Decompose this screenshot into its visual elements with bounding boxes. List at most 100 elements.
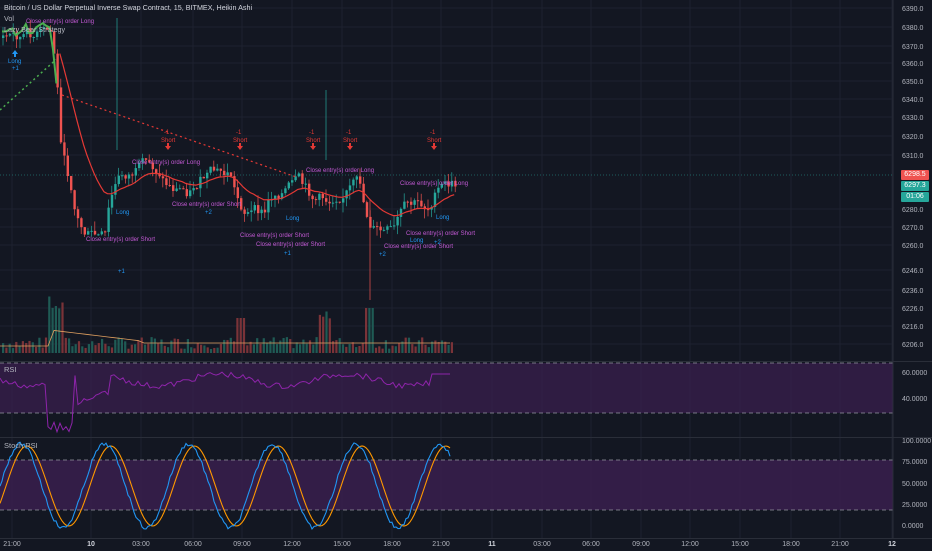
time-tick-label: 18:00 — [782, 541, 800, 548]
candle-body — [202, 176, 205, 179]
candle-body — [342, 198, 345, 203]
candle-body — [423, 206, 426, 210]
volume-bar — [114, 339, 117, 353]
volume-bar — [266, 343, 269, 353]
rsi-chart[interactable]: 60.0000 40.0000 — [0, 362, 932, 437]
candle-body — [406, 201, 409, 203]
qty-annotation: +2 — [379, 252, 387, 258]
candle-body — [263, 209, 267, 213]
volume-bar — [414, 346, 417, 353]
price-pane[interactable]: 6390.0 6380.0 6370.0 6360.0 6350.0 6340.0 6330… — [0, 0, 932, 361]
candle-body — [175, 188, 178, 191]
volume-bar — [203, 345, 206, 353]
volume-bar — [368, 308, 371, 353]
stoch-band — [0, 460, 893, 510]
stoch-rsi-chart[interactable]: 100.0000 75.0000 50.0000 25.0000 0.0000 — [0, 438, 932, 538]
short-annotation: Short — [306, 138, 321, 144]
volume-bar — [236, 318, 239, 353]
volume-bar — [137, 340, 140, 353]
volume-bar — [54, 306, 57, 353]
candle-body — [427, 209, 430, 211]
volume-bar — [150, 337, 153, 353]
qty-annotation: +1 — [118, 269, 126, 275]
candle-body — [376, 226, 379, 228]
volume-bar — [157, 343, 160, 353]
volume-bar — [18, 345, 21, 353]
candle-body — [253, 205, 256, 211]
candle-body — [104, 231, 107, 233]
volume-bar — [153, 338, 156, 353]
time-tick-label: 15:00 — [731, 541, 749, 548]
candle-body — [172, 185, 175, 191]
volume-bar — [295, 342, 298, 353]
candle-body — [444, 181, 447, 184]
volume-bar — [384, 340, 387, 353]
volume-bar — [127, 348, 130, 353]
candle-body — [19, 36, 22, 40]
volume-bar — [444, 341, 447, 353]
candle-body — [304, 183, 307, 185]
volume-bar — [302, 339, 305, 353]
rsi-pane[interactable]: 60.0000 40.0000 RSI — [0, 362, 932, 437]
volume-bar — [318, 314, 321, 353]
volume-bar — [41, 347, 44, 353]
volume-bar — [147, 343, 150, 353]
volume-bar — [107, 346, 110, 353]
candle-body — [5, 35, 8, 37]
candle-body — [80, 218, 83, 228]
short-annotation: Short — [343, 138, 358, 144]
short-annotation: Short — [161, 138, 176, 144]
candle-body — [209, 166, 212, 173]
candle-body — [151, 162, 154, 170]
volume-bar — [345, 346, 348, 353]
price-tick-label: 6280.0 — [902, 207, 924, 214]
candle-body — [219, 168, 222, 171]
pane-separator[interactable] — [0, 361, 932, 362]
candle-body — [345, 190, 348, 199]
candle-body — [243, 209, 246, 214]
volume-bar — [338, 338, 341, 353]
volume-bar — [440, 340, 444, 353]
time-axis[interactable] — [0, 538, 932, 551]
volume-bar — [361, 342, 364, 353]
volume-bar — [374, 347, 378, 353]
volume-bar — [332, 341, 335, 353]
candle-body — [440, 183, 443, 188]
price-chart[interactable]: 6390.0 6380.0 6370.0 6360.0 6350.0 6340.0 6330… — [0, 0, 932, 361]
candle-body — [100, 231, 103, 235]
close-long-annotation: Close entry(s) order Long — [400, 181, 468, 187]
volume-bar — [183, 348, 186, 353]
candle-body — [260, 209, 263, 214]
short-arrow-icon — [347, 143, 353, 150]
time-tick-label: 21:00 — [3, 541, 21, 548]
price-tick-label: 6260.0 — [902, 243, 924, 250]
candle-body — [314, 199, 318, 201]
candle-body — [42, 27, 46, 30]
volume-bar — [21, 341, 24, 353]
volume-bar — [229, 337, 232, 353]
candle-body — [93, 230, 97, 235]
volume-bar — [285, 337, 288, 353]
candle-body — [134, 168, 137, 176]
candle-body — [450, 180, 454, 187]
candle-body — [22, 34, 25, 37]
volume-bar — [239, 318, 242, 353]
price-tick-label: 6270.0 — [902, 225, 924, 232]
volume-bar — [223, 339, 226, 353]
volume-bar — [180, 348, 183, 353]
candle-body — [226, 172, 229, 176]
stoch-rsi-pane[interactable]: 100.0000 75.0000 50.0000 25.0000 0.0000 Stoc… — [0, 438, 932, 538]
candle-body — [73, 190, 76, 210]
close-long-annotation: Close entry(s) order Long — [26, 19, 94, 25]
candle-body — [382, 229, 386, 231]
volume-bar — [101, 338, 104, 353]
close-long-annotation: Close entry(s) order Long — [306, 168, 374, 174]
volume-bar — [110, 347, 114, 353]
volume-bar — [233, 341, 236, 353]
volume-bar — [15, 341, 18, 353]
qty-annotation: -1 — [309, 130, 315, 136]
volume-bar — [58, 308, 61, 353]
rsi-band — [0, 363, 893, 413]
pane-separator[interactable] — [0, 437, 932, 438]
candle-body — [32, 37, 35, 39]
